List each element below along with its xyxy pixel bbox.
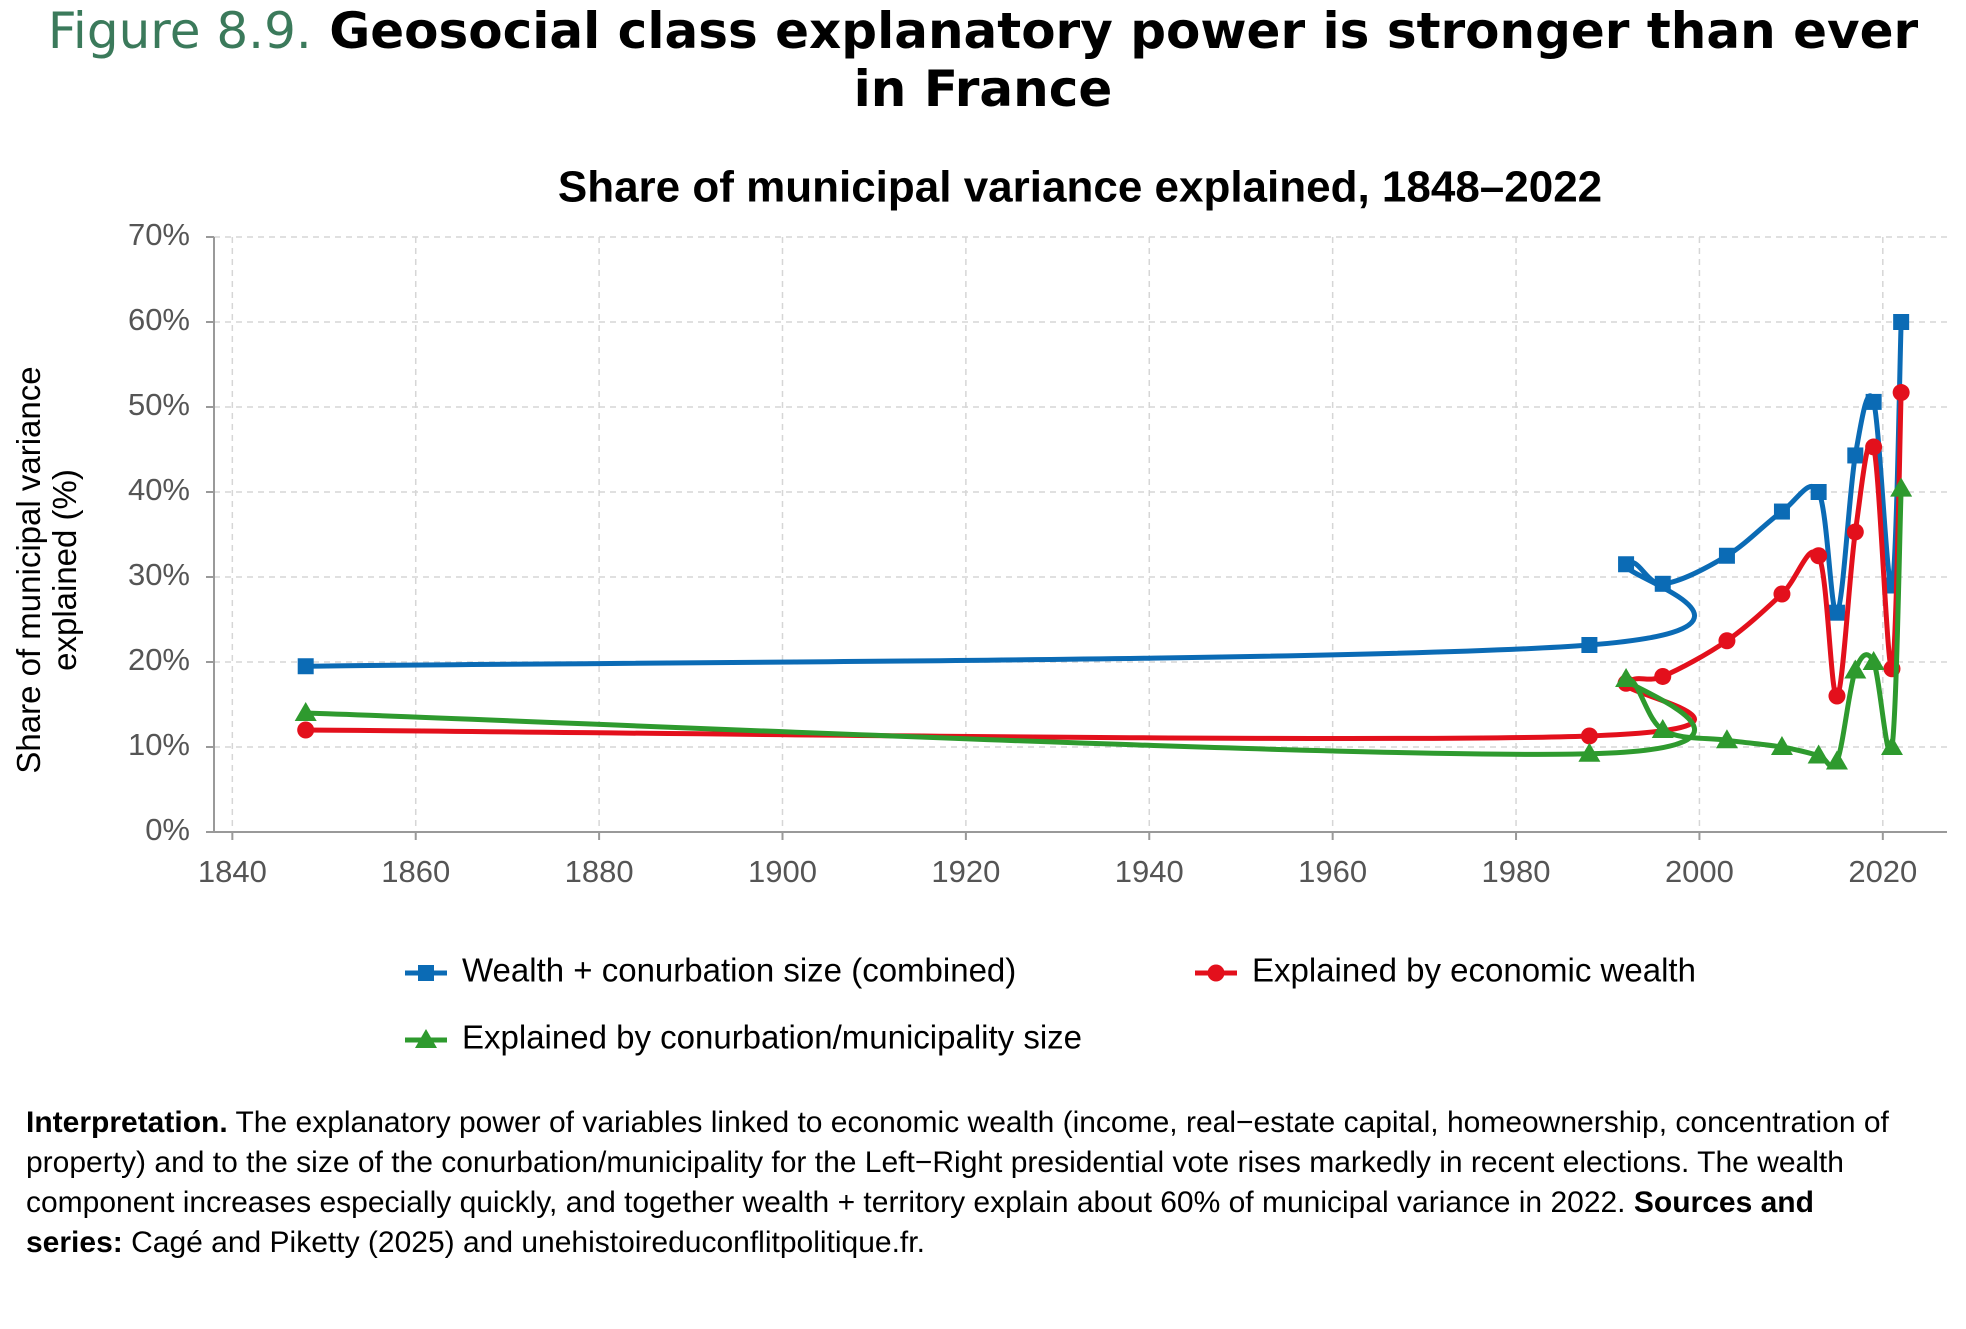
marker — [1773, 585, 1791, 603]
marker — [1828, 604, 1845, 621]
x-tick-label: 1920 — [931, 854, 1000, 889]
x-tick-label: 2020 — [1848, 854, 1917, 889]
marker — [1810, 547, 1828, 565]
legend-label: Wealth + conurbation size (combined) — [462, 952, 1016, 989]
marker — [297, 721, 315, 739]
y-tick-label: 10% — [128, 727, 190, 762]
marker — [1715, 729, 1738, 749]
x-tick-label: 1940 — [1115, 854, 1184, 889]
legend-label: Explained by conurbation/municipality si… — [462, 1019, 1082, 1056]
notes: Interpretation. The explanatory power of… — [26, 1103, 1906, 1263]
chart: Share of municipal variance explained, 1… — [128, 163, 1947, 1056]
x-tick-label: 1840 — [198, 854, 267, 889]
x-tick-label: 1960 — [1298, 854, 1367, 889]
x-tick-label: 1860 — [381, 854, 450, 889]
sources-text: Cagé and Piketty (2025) and unehistoired… — [131, 1226, 925, 1259]
marker — [1865, 438, 1883, 456]
y-tick-label: 20% — [128, 642, 190, 677]
marker — [1615, 668, 1638, 687]
y-tick-label: 0% — [145, 812, 190, 847]
notes-text: The explanatory power of variables linke… — [26, 1106, 1889, 1219]
marker — [1718, 547, 1735, 564]
marker — [1892, 384, 1910, 402]
x-tick-label: 1900 — [748, 854, 817, 889]
marker — [1770, 736, 1793, 755]
marker — [294, 702, 317, 721]
y-axis-label: Share of municipal variance explained (%… — [10, 366, 83, 774]
marker — [1862, 651, 1885, 670]
marker — [418, 965, 434, 981]
series-line — [305, 392, 1904, 741]
marker — [1890, 477, 1913, 497]
marker — [1773, 503, 1790, 520]
marker — [1578, 742, 1601, 762]
notes-label: Interpretation. — [26, 1106, 228, 1139]
marker — [415, 1029, 437, 1048]
marker — [1718, 632, 1736, 650]
series-line — [305, 321, 1904, 669]
marker — [1825, 750, 1848, 770]
marker — [1847, 447, 1864, 464]
marker — [297, 658, 314, 675]
y-tick-label: 60% — [128, 302, 190, 337]
legend-label: Explained by economic wealth — [1252, 952, 1696, 989]
marker — [1880, 736, 1903, 755]
marker — [1207, 964, 1225, 982]
marker — [1828, 687, 1846, 705]
marker — [1807, 744, 1830, 764]
marker — [1654, 575, 1671, 592]
title-block: Figure 8.9. Geosocial class explanatory … — [40, 2, 1926, 118]
chart-subtitle: Share of municipal variance explained, 1… — [558, 163, 1602, 212]
x-tick-label: 1880 — [565, 854, 634, 889]
chart-title: Geosocial class explanatory power is str… — [329, 2, 1919, 118]
y-tick-label: 70% — [128, 217, 190, 252]
marker — [1651, 719, 1674, 738]
y-tick-label: 40% — [128, 472, 190, 507]
marker — [1844, 659, 1867, 679]
marker — [1865, 393, 1882, 410]
marker — [1654, 667, 1672, 685]
x-tick-label: 1980 — [1482, 854, 1551, 889]
y-tick-label: 30% — [128, 557, 190, 592]
marker — [1581, 637, 1598, 653]
marker — [1846, 523, 1864, 541]
sources-label: Sources and series: — [26, 1186, 1814, 1259]
marker — [1580, 727, 1598, 745]
x-tick-label: 2000 — [1665, 854, 1734, 889]
marker — [1618, 556, 1635, 573]
y-tick-label: 50% — [128, 387, 190, 422]
marker — [1810, 484, 1827, 500]
figure-number: Figure 8.9. — [47, 2, 312, 60]
marker — [1893, 314, 1910, 330]
